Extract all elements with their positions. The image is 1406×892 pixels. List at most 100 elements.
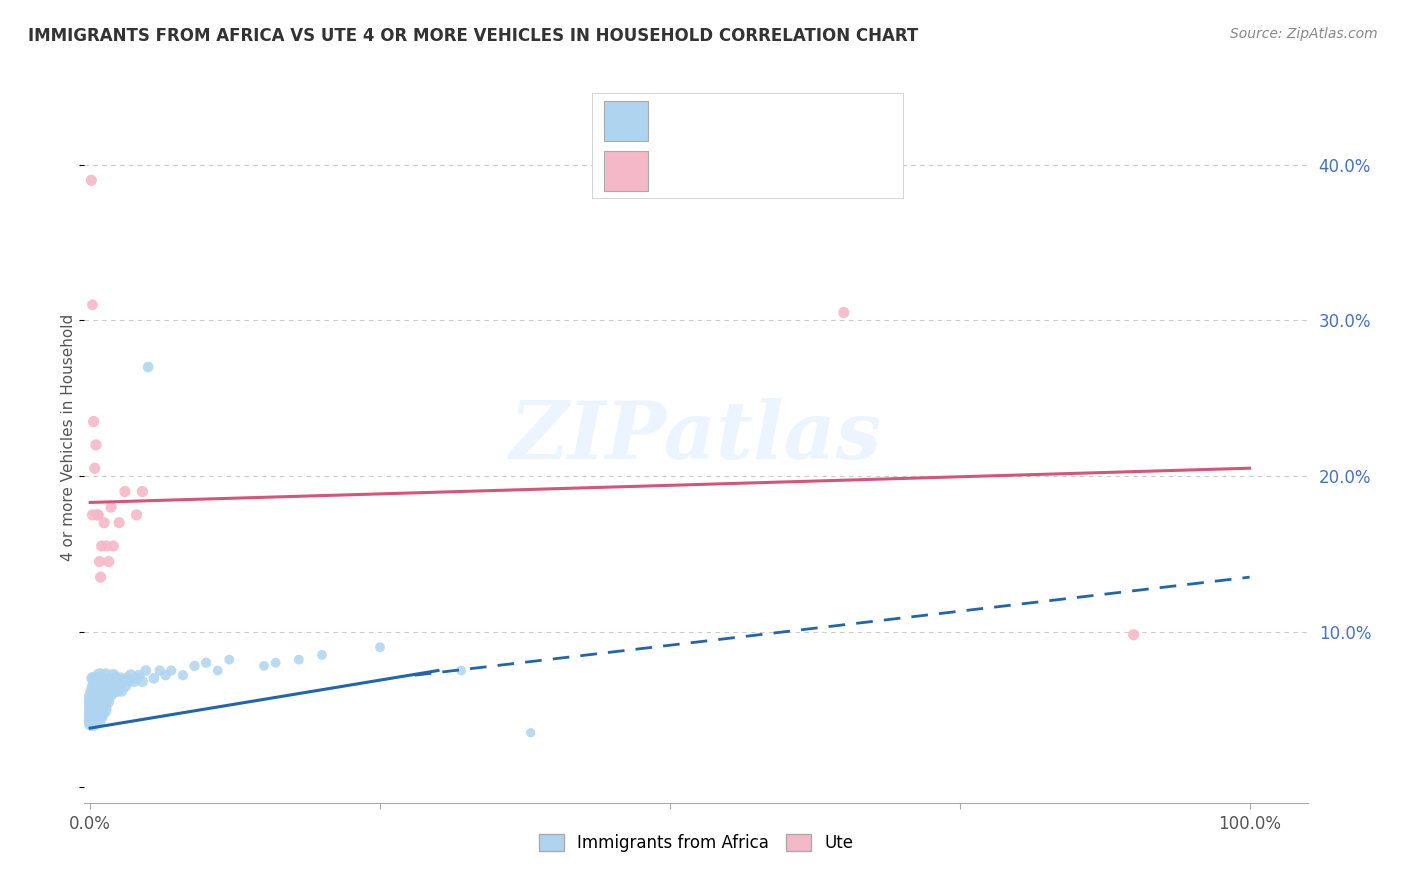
Point bbox=[128, 668, 150, 682]
Point bbox=[84, 695, 107, 709]
Point bbox=[450, 664, 472, 678]
Point bbox=[183, 658, 205, 673]
Point bbox=[89, 668, 111, 682]
Point bbox=[288, 652, 311, 666]
Text: ZIPatlas: ZIPatlas bbox=[510, 399, 882, 475]
Point bbox=[87, 508, 110, 522]
Point bbox=[149, 664, 172, 678]
Point bbox=[83, 683, 105, 698]
Point bbox=[90, 671, 112, 685]
Point bbox=[155, 668, 177, 682]
Point bbox=[100, 687, 122, 701]
Point bbox=[96, 695, 118, 709]
Point bbox=[90, 687, 112, 701]
Point bbox=[103, 679, 125, 693]
Point bbox=[90, 570, 112, 584]
Point bbox=[80, 710, 103, 724]
Point bbox=[117, 674, 139, 689]
Point bbox=[96, 674, 118, 689]
Point bbox=[195, 656, 218, 670]
Point bbox=[117, 671, 139, 685]
Point bbox=[125, 508, 148, 522]
Point bbox=[84, 710, 107, 724]
Point bbox=[136, 359, 159, 374]
Point bbox=[90, 539, 112, 553]
Point bbox=[80, 699, 103, 714]
Point bbox=[96, 690, 118, 704]
Point bbox=[83, 706, 105, 720]
Text: IMMIGRANTS FROM AFRICA VS UTE 4 OR MORE VEHICLES IN HOUSEHOLD CORRELATION CHART: IMMIGRANTS FROM AFRICA VS UTE 4 OR MORE … bbox=[28, 27, 918, 45]
Point bbox=[103, 668, 125, 682]
Point bbox=[89, 706, 111, 720]
Point bbox=[91, 674, 114, 689]
Point bbox=[120, 668, 142, 682]
Point bbox=[83, 671, 105, 685]
Point bbox=[86, 508, 108, 522]
Point bbox=[101, 674, 124, 689]
Point bbox=[218, 652, 240, 666]
Point bbox=[94, 668, 117, 682]
Legend: Immigrants from Africa, Ute: Immigrants from Africa, Ute bbox=[530, 825, 862, 860]
Point bbox=[114, 679, 136, 693]
Point bbox=[87, 699, 110, 714]
Point bbox=[90, 679, 112, 693]
Point bbox=[103, 539, 125, 553]
Point bbox=[832, 305, 855, 319]
Point bbox=[82, 683, 104, 698]
Point bbox=[94, 687, 117, 701]
Point bbox=[108, 516, 131, 530]
Point bbox=[103, 683, 125, 698]
Point bbox=[83, 461, 105, 475]
Point bbox=[107, 674, 129, 689]
Point bbox=[82, 298, 104, 312]
Point bbox=[93, 516, 115, 530]
Point bbox=[114, 484, 136, 499]
Point bbox=[80, 690, 103, 704]
Point bbox=[1122, 628, 1144, 642]
Point bbox=[104, 671, 127, 685]
Point bbox=[207, 664, 229, 678]
Point bbox=[91, 695, 114, 709]
Point bbox=[90, 702, 112, 716]
Point bbox=[160, 664, 183, 678]
Point bbox=[84, 683, 107, 698]
Point bbox=[86, 674, 108, 689]
Point bbox=[93, 690, 115, 704]
Point bbox=[110, 683, 132, 698]
Point bbox=[96, 679, 118, 693]
Point bbox=[82, 508, 104, 522]
Point bbox=[131, 674, 153, 689]
Point bbox=[311, 648, 333, 662]
Point bbox=[89, 687, 111, 701]
Point bbox=[93, 679, 115, 693]
Point bbox=[82, 671, 104, 685]
Point bbox=[98, 679, 121, 693]
Point bbox=[84, 438, 107, 452]
Y-axis label: 4 or more Vehicles in Household: 4 or more Vehicles in Household bbox=[60, 313, 76, 561]
Point bbox=[83, 702, 105, 716]
Point bbox=[142, 671, 165, 685]
Point bbox=[87, 690, 110, 704]
Point bbox=[264, 656, 287, 670]
Point bbox=[110, 671, 132, 685]
Point bbox=[83, 679, 105, 693]
Text: Source: ZipAtlas.com: Source: ZipAtlas.com bbox=[1230, 27, 1378, 41]
Point bbox=[97, 683, 120, 698]
Point bbox=[131, 484, 153, 499]
Point bbox=[83, 674, 105, 689]
Point bbox=[82, 714, 104, 729]
Point bbox=[253, 658, 276, 673]
Point bbox=[87, 679, 110, 693]
Point bbox=[82, 695, 104, 709]
Point bbox=[108, 679, 131, 693]
Point bbox=[368, 640, 391, 655]
Point bbox=[80, 173, 103, 187]
Point bbox=[172, 668, 194, 682]
Point bbox=[90, 695, 112, 709]
Point bbox=[96, 539, 118, 553]
Point bbox=[89, 555, 111, 569]
Point bbox=[111, 674, 134, 689]
Point bbox=[135, 664, 157, 678]
Point bbox=[122, 674, 145, 689]
Point bbox=[125, 671, 148, 685]
